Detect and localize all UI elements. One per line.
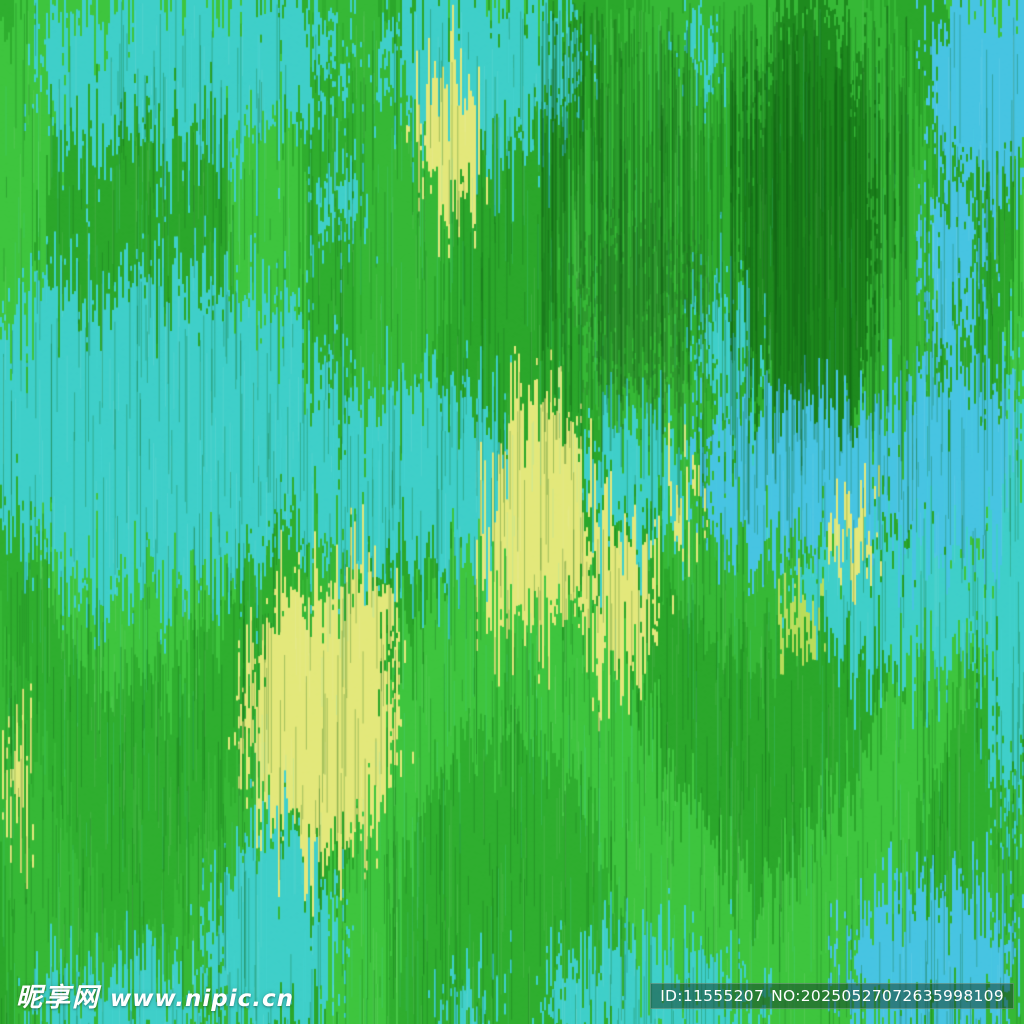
watermark: 昵享网 www.nipic.cn — [16, 977, 294, 1014]
image-id-badge: ID:11555207 NO:20250527072635998109 — [650, 983, 1014, 1009]
watermark-site-name: 昵享网 — [16, 983, 101, 1013]
image-id-text: ID:11555207 — [660, 987, 765, 1005]
watermark-site-url: www.nipic.cn — [110, 986, 295, 1012]
image-no-text: NO:20250527072635998109 — [771, 987, 1004, 1005]
